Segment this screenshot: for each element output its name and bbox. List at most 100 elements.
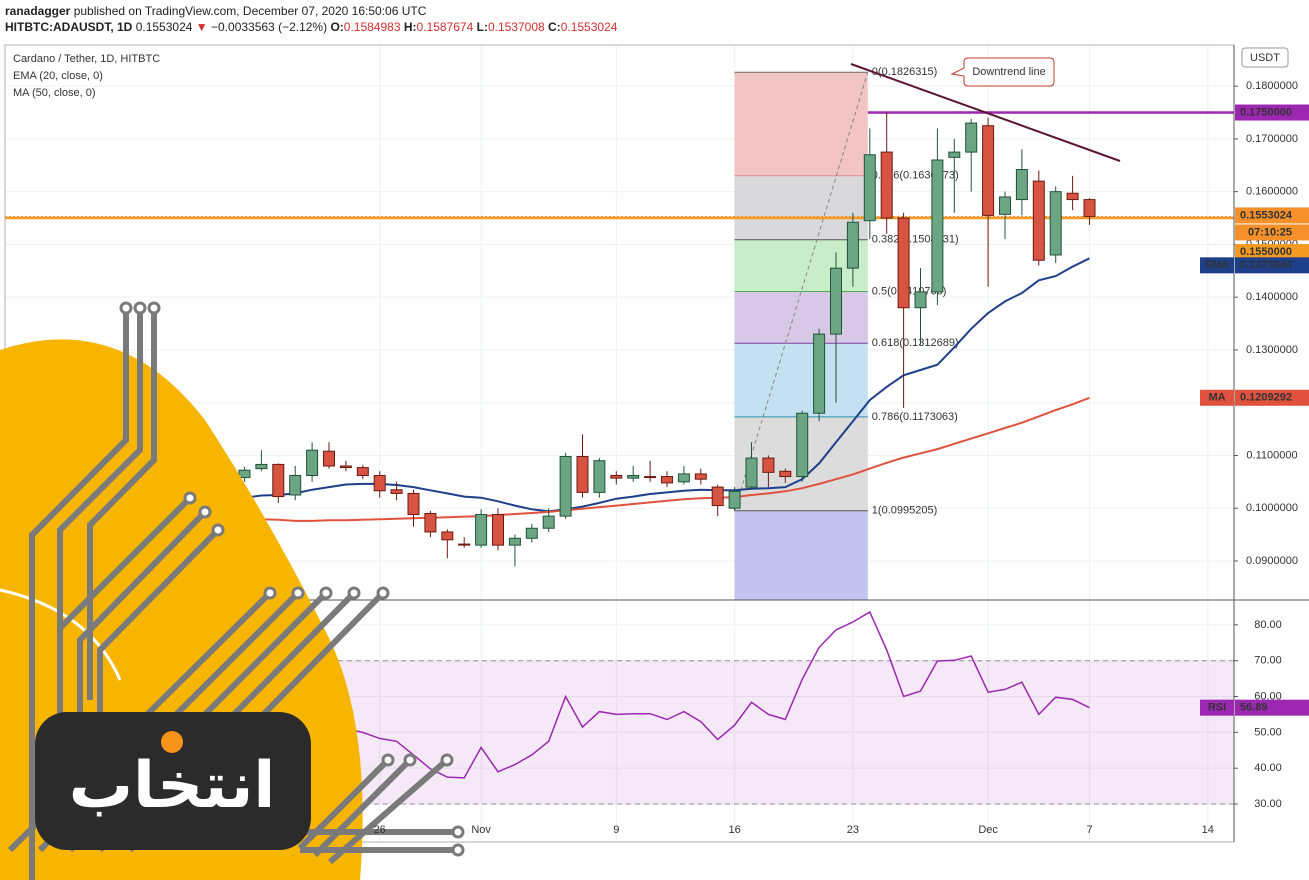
candle-body xyxy=(525,527,538,539)
candle-body xyxy=(931,159,944,293)
series-tag-name: MA xyxy=(1208,392,1225,404)
candle-body xyxy=(965,122,978,153)
x-tick-label: Dec xyxy=(978,824,998,836)
candle-body xyxy=(627,474,640,479)
y-tick-label: 80.00 xyxy=(1254,619,1282,631)
candle-body xyxy=(644,476,657,479)
price-tag-label: 56.89 xyxy=(1240,702,1268,714)
price: 0.1553024 xyxy=(136,20,193,34)
candle-body xyxy=(306,449,319,476)
candle-body xyxy=(914,291,927,309)
candle-body xyxy=(610,474,623,479)
ohlc-value: 0.1587674 xyxy=(417,20,474,34)
candle-body xyxy=(796,412,809,478)
x-tick-label: 7 xyxy=(1086,824,1092,836)
y-tick-label: 0.1400000 xyxy=(1246,291,1298,303)
price-tag-label: 0.1209292 xyxy=(1240,392,1292,404)
fib-zone xyxy=(734,239,868,292)
candle-body xyxy=(897,217,910,309)
series-tag-name-box xyxy=(1200,699,1234,716)
candle-body xyxy=(559,456,572,517)
candle-body xyxy=(356,467,369,476)
candle-body xyxy=(373,474,386,492)
candle-body xyxy=(407,492,420,516)
candle-body xyxy=(830,267,842,335)
fib-zone xyxy=(734,72,868,176)
fib-label: 0(0.1826315) xyxy=(872,66,937,78)
candle-body xyxy=(424,512,437,533)
circuit-nodes xyxy=(119,301,465,857)
y-tick-label: 0.1100000 xyxy=(1246,449,1297,461)
x-tick-label: Nov xyxy=(471,824,491,836)
candle-body xyxy=(1066,192,1079,201)
change: −0.0033563 (−2.12%) xyxy=(211,20,327,34)
fib-label: 0.618(0.1312689) xyxy=(872,337,959,349)
author-line: ranadagger published on TradingView.com,… xyxy=(5,4,427,18)
fib-zone xyxy=(734,291,868,344)
countdown-box xyxy=(1235,224,1309,241)
candle-body xyxy=(458,543,471,546)
currency-box[interactable] xyxy=(1241,47,1289,68)
fib-zone xyxy=(734,343,868,417)
countdown: 07:10:25 xyxy=(1248,226,1292,238)
candle-body xyxy=(289,474,302,496)
y-tick-label: 0.1300000 xyxy=(1246,344,1298,356)
price-tag xyxy=(1235,257,1309,274)
candle-body xyxy=(1015,169,1028,201)
candle-body xyxy=(745,457,758,488)
candle-body xyxy=(508,537,521,546)
candle-body xyxy=(982,125,995,216)
price-tag-label: 0.1473644 xyxy=(1240,259,1293,271)
symbol-line: HITBTC:ADAUSDT, 1D 0.1553024 ▼ −0.003356… xyxy=(5,20,618,34)
candle-body xyxy=(323,450,335,467)
candle-body xyxy=(948,151,961,158)
trendline xyxy=(850,63,1121,162)
fib-label: 1(0.0995205) xyxy=(872,505,937,517)
arrow: ▼ xyxy=(196,20,208,34)
price-tag xyxy=(1235,389,1309,406)
candle-body xyxy=(255,463,268,470)
candle-body xyxy=(728,490,741,509)
fib-trend xyxy=(734,72,869,511)
price-tag xyxy=(1235,207,1309,224)
y-tick-label: 0.1000000 xyxy=(1246,502,1298,514)
candle-body xyxy=(762,457,775,473)
y-tick-label: 0.0900000 xyxy=(1246,555,1298,567)
symbol: HITBTC:ADAUSDT, 1D xyxy=(5,20,133,34)
candle-body xyxy=(779,470,792,478)
legend-entry: MA (50, close, 0) xyxy=(13,87,96,99)
logo-plate xyxy=(35,712,311,850)
y-tick-label: 50.00 xyxy=(1254,726,1282,738)
candle-body xyxy=(999,196,1011,215)
candle-body xyxy=(661,476,673,484)
overlay-layer xyxy=(154,112,1096,779)
ohlc-value: 0.1584983 xyxy=(344,20,401,34)
author: ranadagger xyxy=(5,4,71,18)
coin-icon xyxy=(161,731,183,753)
candle-body xyxy=(846,221,859,269)
candle-body xyxy=(593,460,606,493)
ohlc-value: 0.1537008 xyxy=(488,20,545,34)
logo-arc xyxy=(0,588,122,681)
y-tick-label: 60.00 xyxy=(1254,690,1282,702)
fib-label: 0.786(0.1173063) xyxy=(872,411,958,423)
ohlc-key: H: xyxy=(404,20,417,34)
price-tag-label: 0.1553024 xyxy=(1240,209,1293,221)
candle-body xyxy=(1049,191,1062,256)
ohlc-key: L: xyxy=(477,20,488,34)
candle-body xyxy=(542,515,555,529)
annotation-callout xyxy=(950,57,1055,87)
series-tag-name-box xyxy=(1200,257,1234,274)
chart-title: Cardano / Tether, 1D, HITBTC xyxy=(13,53,160,65)
ohlc-value: 0.1553024 xyxy=(561,20,618,34)
candle-body xyxy=(441,531,454,541)
candle-body xyxy=(492,514,504,546)
line xyxy=(159,257,1090,513)
candle-body xyxy=(863,154,876,222)
logo-text: انتخاب xyxy=(69,749,276,821)
x-tick-label: 23 xyxy=(847,824,859,836)
candle-body xyxy=(339,465,352,469)
y-tick-label: 0.1600000 xyxy=(1246,186,1298,198)
